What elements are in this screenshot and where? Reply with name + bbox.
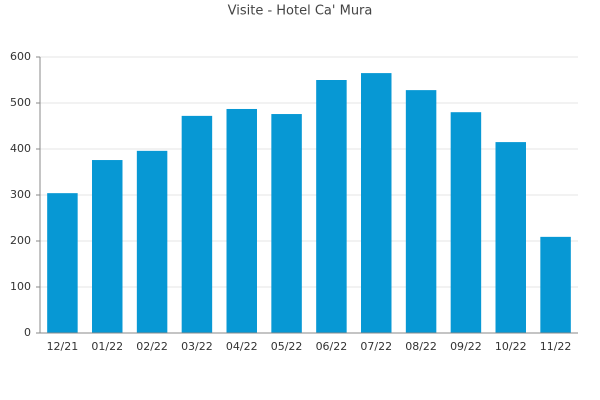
- x-tick-label: 12/21: [47, 340, 79, 353]
- bar: [540, 236, 571, 333]
- bar: [405, 90, 437, 334]
- bar: [361, 73, 392, 333]
- bar: [226, 108, 257, 333]
- bar: [181, 115, 213, 333]
- x-tick-label: 10/22: [495, 340, 527, 353]
- y-tick-label: 300: [10, 188, 31, 201]
- x-tick-label: 03/22: [181, 340, 213, 353]
- y-tick-label: 200: [10, 234, 31, 247]
- bar: [316, 80, 347, 333]
- x-tick-label: 09/22: [450, 340, 482, 353]
- y-tick-label: 500: [10, 96, 31, 109]
- x-tick-label: 07/22: [360, 340, 392, 353]
- y-tick-label: 100: [10, 280, 31, 293]
- x-tick-label: 02/22: [136, 340, 168, 353]
- y-tick-label: 400: [10, 142, 31, 155]
- y-tick-label: 600: [10, 50, 31, 63]
- y-tick-label: 0: [24, 326, 31, 339]
- bar: [92, 160, 123, 333]
- x-tick-label: 01/22: [91, 340, 123, 353]
- x-tick-label: 11/22: [540, 340, 572, 353]
- x-tick-label: 08/22: [405, 340, 437, 353]
- bar: [450, 112, 482, 333]
- bar: [136, 150, 168, 333]
- x-tick-label: 06/22: [316, 340, 348, 353]
- bar: [47, 193, 78, 333]
- x-tick-label: 04/22: [226, 340, 258, 353]
- bar: [495, 142, 526, 333]
- chart-title: Visite - Hotel Ca' Mura: [228, 4, 373, 19]
- bar: [271, 114, 302, 333]
- x-tick-label: 05/22: [271, 340, 303, 353]
